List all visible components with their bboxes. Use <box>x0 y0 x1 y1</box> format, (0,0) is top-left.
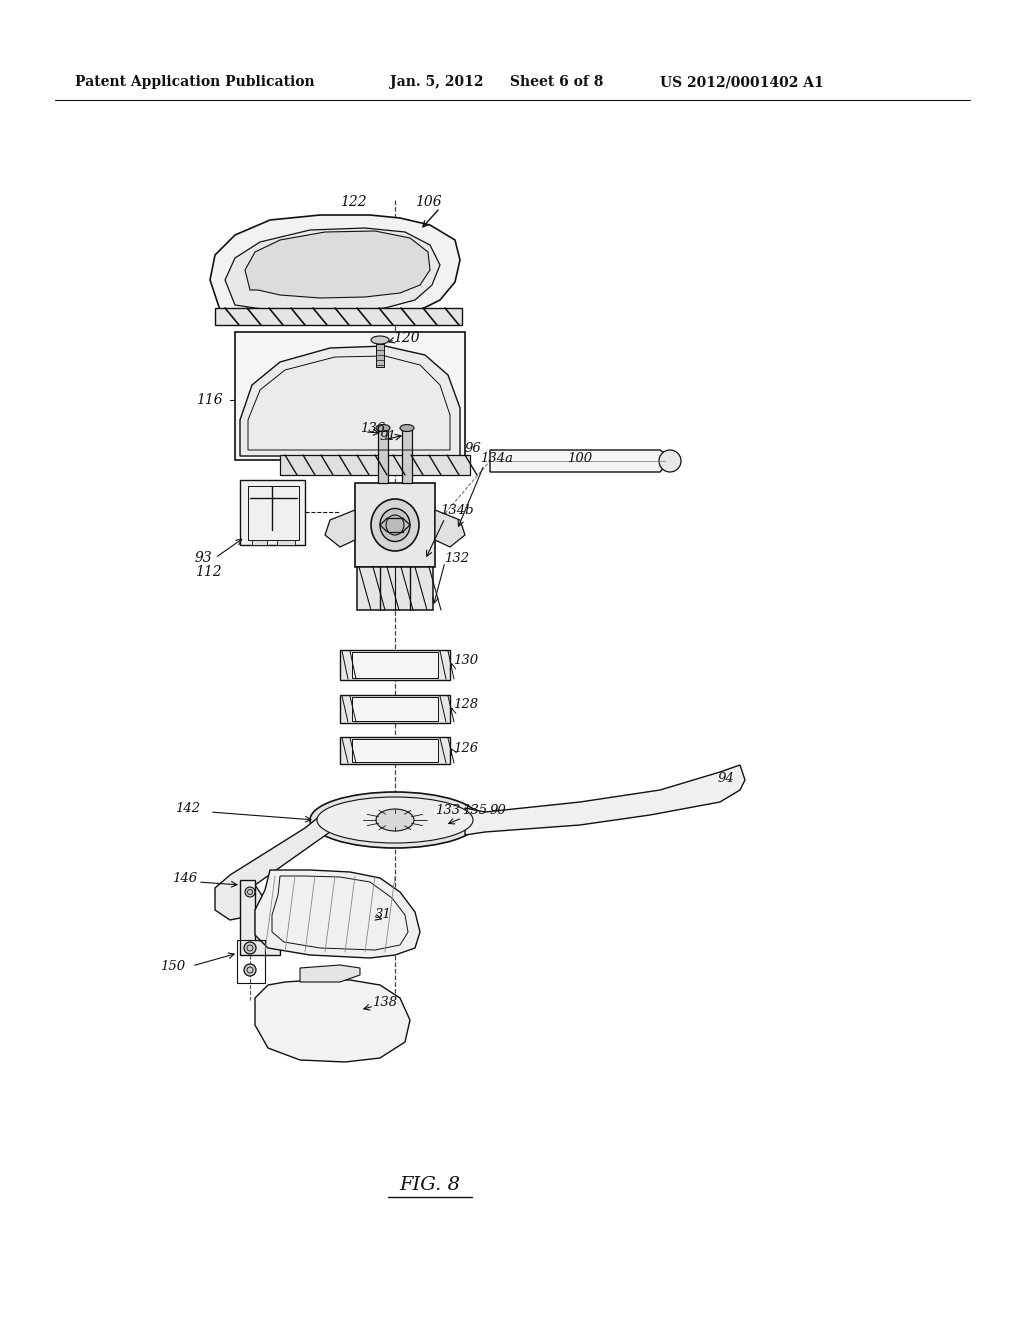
Polygon shape <box>340 696 450 723</box>
Text: 130: 130 <box>453 653 478 667</box>
Ellipse shape <box>317 797 473 843</box>
Polygon shape <box>490 450 672 473</box>
Text: Patent Application Publication: Patent Application Publication <box>75 75 314 88</box>
Polygon shape <box>255 979 410 1063</box>
Text: 106: 106 <box>415 195 441 209</box>
Polygon shape <box>465 766 745 836</box>
Polygon shape <box>402 430 412 483</box>
Text: 31: 31 <box>375 908 392 921</box>
Ellipse shape <box>245 887 255 898</box>
Text: 112: 112 <box>195 565 221 579</box>
Polygon shape <box>234 333 465 459</box>
Ellipse shape <box>244 964 256 975</box>
Text: 100: 100 <box>567 451 592 465</box>
Ellipse shape <box>310 792 480 847</box>
Polygon shape <box>340 737 450 764</box>
Text: 128: 128 <box>453 698 478 711</box>
Text: Sheet 6 of 8: Sheet 6 of 8 <box>510 75 603 88</box>
Ellipse shape <box>380 508 410 541</box>
Polygon shape <box>255 870 420 958</box>
Text: 135: 135 <box>462 804 487 817</box>
Text: 116: 116 <box>196 393 222 407</box>
Ellipse shape <box>244 942 256 954</box>
Polygon shape <box>225 228 440 312</box>
Polygon shape <box>352 739 438 762</box>
Polygon shape <box>240 880 280 954</box>
Text: 96: 96 <box>465 441 481 454</box>
Polygon shape <box>376 345 384 367</box>
Text: 146: 146 <box>172 871 198 884</box>
Polygon shape <box>278 540 295 545</box>
Polygon shape <box>245 231 430 298</box>
Text: 93: 93 <box>195 550 213 565</box>
Text: 91: 91 <box>380 429 396 442</box>
Polygon shape <box>355 483 435 568</box>
Text: 90: 90 <box>490 804 507 817</box>
Ellipse shape <box>371 499 419 550</box>
Polygon shape <box>280 455 470 475</box>
Text: 134a: 134a <box>480 451 513 465</box>
Polygon shape <box>215 308 462 325</box>
Ellipse shape <box>376 425 390 432</box>
Text: 136: 136 <box>360 421 385 434</box>
Ellipse shape <box>386 515 404 535</box>
Ellipse shape <box>659 450 681 473</box>
Polygon shape <box>357 568 433 610</box>
Polygon shape <box>340 649 450 680</box>
Text: 132: 132 <box>444 552 469 565</box>
Text: 142: 142 <box>175 801 200 814</box>
Polygon shape <box>352 697 438 721</box>
Text: FIG. 8: FIG. 8 <box>399 1176 461 1195</box>
Polygon shape <box>252 540 267 545</box>
Text: 94: 94 <box>718 771 735 784</box>
Polygon shape <box>325 510 355 546</box>
Ellipse shape <box>371 337 389 345</box>
Text: 120: 120 <box>393 331 420 345</box>
Text: 138: 138 <box>372 995 397 1008</box>
Polygon shape <box>210 215 460 322</box>
Ellipse shape <box>376 809 414 832</box>
Text: 122: 122 <box>340 195 367 209</box>
Text: US 2012/0001402 A1: US 2012/0001402 A1 <box>660 75 823 88</box>
Polygon shape <box>240 346 460 455</box>
Polygon shape <box>215 812 330 920</box>
Text: 126: 126 <box>453 742 478 755</box>
Text: Jan. 5, 2012: Jan. 5, 2012 <box>390 75 483 88</box>
Text: 134b: 134b <box>440 503 474 516</box>
Polygon shape <box>352 652 438 678</box>
Text: 150: 150 <box>160 960 185 973</box>
Polygon shape <box>378 430 388 483</box>
Polygon shape <box>240 480 305 545</box>
Ellipse shape <box>400 425 414 432</box>
Polygon shape <box>435 510 465 546</box>
Text: 133: 133 <box>435 804 460 817</box>
Polygon shape <box>300 965 360 982</box>
